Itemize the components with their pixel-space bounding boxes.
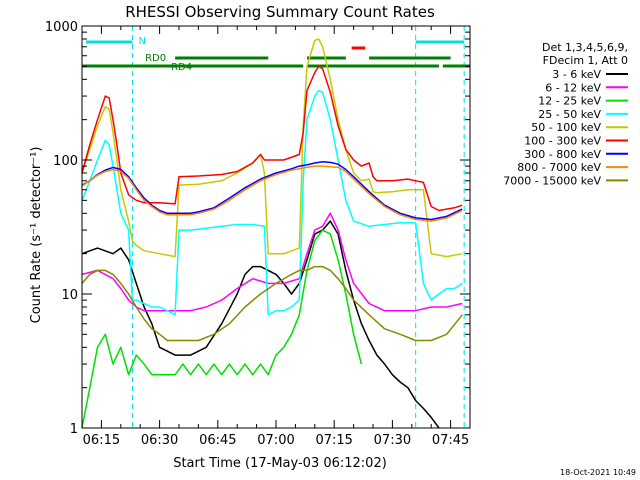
x-axis-label: Start Time (17-May-03 06:12:02): [173, 456, 387, 471]
rd0-label: RD0: [145, 53, 166, 64]
x-tick-label: 07:00: [257, 433, 294, 448]
y-axis-label: Count Rate (s⁻¹ detector⁻¹): [29, 147, 44, 324]
y-tick-label: 100: [53, 154, 78, 169]
legend-label: 100 - 300 keV: [524, 135, 601, 148]
series-line-3: [81, 89, 463, 316]
axes: 06:15 06:30 06:45 07:00 07:15 07:30 07:45 1 10 10…: [45, 20, 471, 448]
series-line-0: [81, 220, 440, 429]
eclipse-label: N: [138, 36, 145, 47]
legend-label: 800 - 7000 keV: [517, 161, 601, 174]
series-line-1: [81, 212, 463, 312]
series-line-6: [81, 161, 463, 221]
series-line-8: [81, 265, 463, 342]
x-tick-label: 06:45: [199, 433, 236, 448]
legend-label: 12 - 25 keV: [538, 95, 601, 108]
legend-header-line-2: FDecim 1, Att 0: [543, 54, 628, 67]
y-tick-label: 10: [61, 288, 78, 303]
legend-label: 50 - 100 keV: [531, 121, 601, 134]
plot-frame: [81, 25, 471, 429]
legend-label: 3 - 6 keV: [552, 68, 601, 81]
rd4-label: RD4: [171, 62, 192, 73]
series-line-7: [81, 165, 463, 222]
footer-timestamp: 18-Oct-2021 10:49: [560, 468, 636, 477]
x-tick-label: 06:30: [141, 433, 178, 448]
x-tick-label: 07:30: [374, 433, 411, 448]
y-tick-label: 1000: [45, 20, 78, 35]
series-line-5: [81, 65, 463, 212]
chart-title: RHESSI Observing Summary Count Rates: [125, 3, 435, 21]
legend-label: 25 - 50 keV: [538, 108, 601, 121]
legend-label: 6 - 12 keV: [545, 81, 601, 94]
legend-label: 300 - 800 keV: [524, 148, 601, 161]
legend-header-line-1: Det 1,3,4,5,6,9,: [542, 41, 628, 54]
series-line-2: [81, 229, 363, 429]
y-tick-label: 1: [70, 422, 78, 437]
x-tick-label: 06:15: [83, 433, 120, 448]
x-tick-label: 07:45: [432, 433, 469, 448]
legend-label: 7000 - 15000 keV: [503, 174, 601, 187]
series-line-4: [81, 38, 463, 258]
x-tick-label: 07:15: [315, 433, 352, 448]
